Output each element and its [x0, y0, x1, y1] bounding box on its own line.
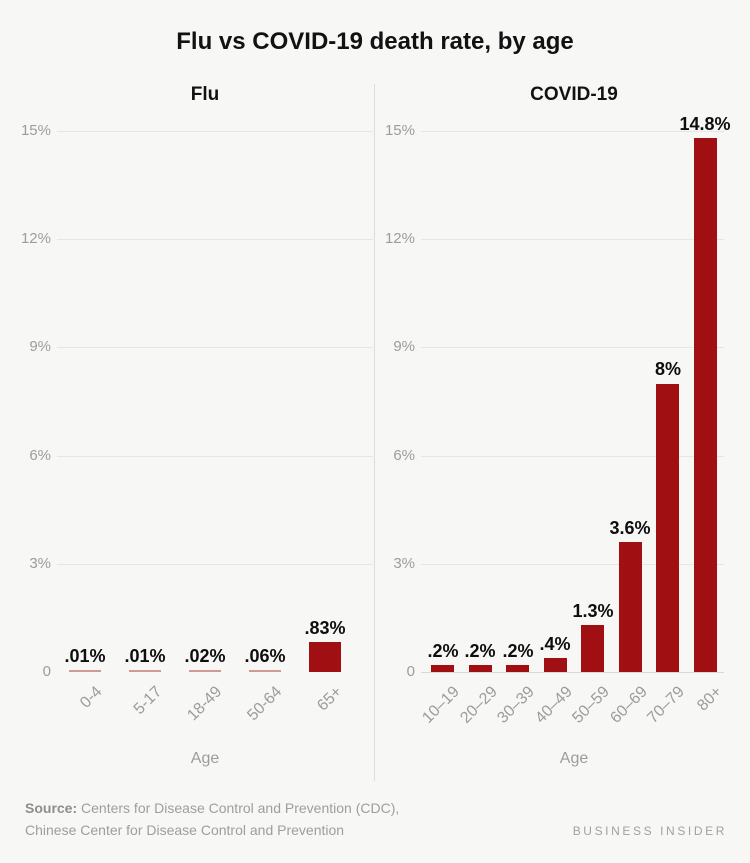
source-line-2: Chinese Center for Disease Control and P… [25, 822, 345, 838]
bar [544, 657, 567, 672]
gridline [421, 456, 724, 457]
flu-panel-title: Flu [190, 84, 220, 105]
y-tick-label: 0 [42, 663, 51, 680]
flu-x-axis-title: Age [190, 750, 220, 767]
bar-value-label: .01% [124, 646, 166, 666]
y-tick-label: 6% [29, 447, 51, 464]
bar-value-label: .02% [184, 646, 226, 666]
bar-value-label: .2% [502, 641, 534, 661]
bar-value-label: .4% [539, 634, 571, 654]
y-tick-label: 6% [393, 447, 415, 464]
gridline [57, 347, 373, 348]
bar-value-label: .83% [304, 618, 346, 638]
y-tick-label: 0 [406, 663, 415, 680]
bar [694, 138, 717, 672]
bar [249, 669, 281, 672]
x-tick-label: 40–49 [532, 683, 576, 727]
x-tick-label: 60–69 [607, 683, 651, 727]
x-tick-label: 18-49 [184, 683, 226, 725]
bar-value-label: .2% [464, 641, 496, 661]
y-tick-label: 15% [384, 122, 415, 139]
gridline [421, 347, 724, 348]
x-tick-label: 30–39 [494, 683, 539, 727]
bar [309, 642, 341, 672]
gridline [57, 456, 373, 457]
bar-value-label: 14.8% [679, 114, 731, 134]
bar [469, 664, 492, 672]
bar [506, 664, 529, 672]
bar [431, 664, 454, 672]
source-text-1: Centers for Disease Control and Preventi… [81, 800, 400, 816]
bar-value-label: .01% [64, 646, 106, 666]
gridline [57, 131, 373, 132]
x-tick-label: 10–19 [419, 683, 464, 727]
bar-value-label: 1.3% [572, 601, 614, 621]
y-tick-label: 9% [393, 338, 415, 355]
bar-value-label: 8% [654, 359, 681, 379]
bar-value-label: .2% [427, 641, 459, 661]
bar [69, 670, 101, 672]
bar [656, 383, 679, 672]
y-tick-label: 15% [20, 122, 51, 139]
y-tick-label: 3% [29, 555, 51, 572]
source-line-1: Source: Centers for Disease Control and … [25, 800, 399, 816]
x-tick-label: 80+ [694, 683, 726, 715]
y-tick-label: 12% [384, 230, 415, 247]
y-tick-label: 3% [393, 555, 415, 572]
x-tick-label: 70–79 [644, 683, 689, 727]
x-tick-label: 20–29 [457, 683, 501, 727]
bar [581, 625, 604, 672]
bar [189, 670, 221, 672]
y-tick-label: 9% [29, 338, 51, 355]
gridline [421, 131, 724, 132]
page-title: Flu vs COVID-19 death rate, by age [176, 28, 574, 55]
gridline [421, 672, 724, 673]
covid-panel-title: COVID-19 [530, 84, 618, 105]
brand-logo: BUSINESS INSIDER [572, 824, 727, 838]
y-tick-label: 12% [20, 230, 51, 247]
x-tick-label: 0-4 [76, 683, 106, 712]
gridline [57, 564, 373, 565]
bar-value-label: 3.6% [609, 518, 651, 538]
x-tick-label: 50–59 [569, 683, 614, 727]
source-label: Source: [25, 800, 78, 816]
x-tick-label: 5-17 [130, 683, 166, 718]
covid-x-axis-title: Age [559, 750, 589, 767]
bar [129, 670, 161, 672]
panel-divider [374, 84, 375, 781]
bar-value-label: .06% [244, 646, 286, 666]
gridline [57, 239, 373, 240]
gridline [421, 564, 724, 565]
bar [619, 542, 642, 672]
x-tick-label: 50-64 [244, 683, 286, 725]
x-tick-label: 65+ [314, 683, 346, 715]
gridline [421, 239, 724, 240]
